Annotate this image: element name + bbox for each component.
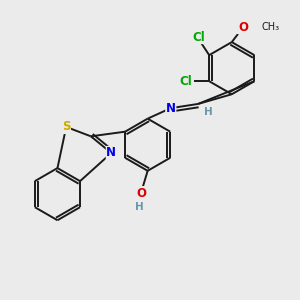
Text: O: O (136, 187, 146, 200)
Text: H: H (135, 202, 144, 212)
Text: N: N (166, 102, 176, 115)
Text: S: S (62, 120, 70, 134)
Text: Cl: Cl (192, 31, 205, 44)
Text: N: N (106, 146, 116, 160)
Text: Cl: Cl (180, 75, 192, 88)
Text: O: O (238, 21, 248, 34)
Text: CH₃: CH₃ (261, 22, 279, 32)
Text: H: H (204, 107, 213, 117)
